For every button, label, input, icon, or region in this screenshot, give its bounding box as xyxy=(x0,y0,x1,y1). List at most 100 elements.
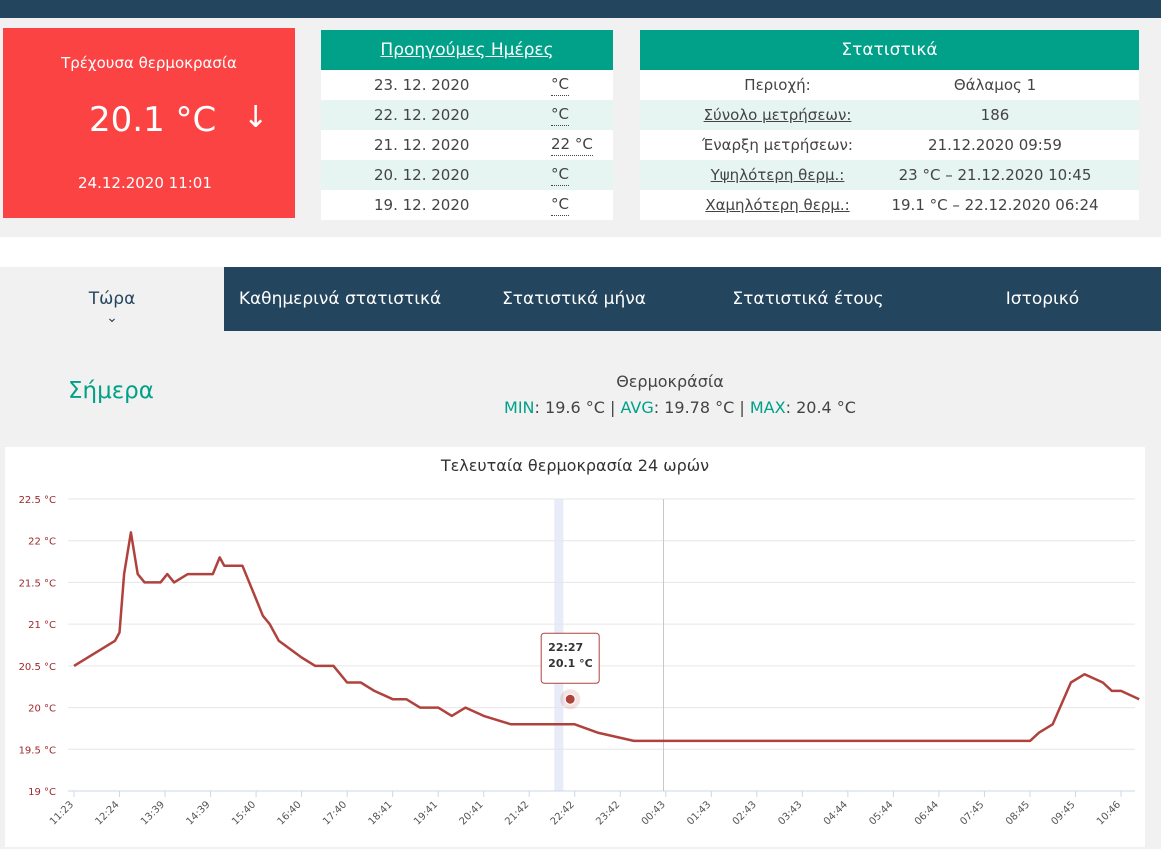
current-temperature-label: Τρέχουσα θερμοκρασία xyxy=(61,54,237,72)
previous-day-temp[interactable]: °C xyxy=(551,193,569,216)
tab-now[interactable]: Τώρα ⌄ xyxy=(0,267,224,331)
chart-svg: Τελευταία θερμοκρασία 24 ωρών 19 °C 19.5 … xyxy=(19,456,1140,828)
separator: | xyxy=(739,398,745,417)
x-tick-label: 00:43 xyxy=(640,799,668,827)
max-value: 20.4 °C xyxy=(796,398,856,417)
tab-bar: Τώρα ⌄ Καθημερινά στατιστικά Στατιστικά … xyxy=(0,267,1161,331)
previous-day-temp[interactable]: 22 °C xyxy=(551,133,593,156)
previous-day-temp[interactable]: °C xyxy=(551,163,569,186)
current-temperature-value: 20.1 °C xyxy=(89,100,217,140)
spacer-bar xyxy=(0,237,1161,267)
statistics-key: Περιοχή: xyxy=(744,76,811,94)
previous-day-date: 22. 12. 2020 xyxy=(374,106,470,124)
x-tick-label: 17:40 xyxy=(321,799,349,827)
x-tick-label: 07:45 xyxy=(958,799,986,827)
y-tick-label: 20.5 °C xyxy=(19,662,56,673)
y-tick-label: 20 °C xyxy=(28,704,56,715)
chart-title: Τελευταία θερμοκρασία 24 ωρών xyxy=(440,456,709,475)
y-tick-label: 19.5 °C xyxy=(19,745,56,756)
x-tick-label: 09:45 xyxy=(1049,799,1077,827)
y-tick-label: 22.5 °C xyxy=(19,495,56,506)
x-tick-label: 18:41 xyxy=(367,799,395,827)
previous-day-date: 21. 12. 2020 xyxy=(374,136,470,154)
y-tick-label: 19 °C xyxy=(28,787,56,798)
chevron-down-icon: ⌄ xyxy=(106,310,118,326)
previous-days-panel: Προηγούμες Ημέρες 23. 12. 2020 °C 22. 12. … xyxy=(321,30,613,220)
x-tick-label: 04:44 xyxy=(822,799,850,827)
x-tick-label: 15:40 xyxy=(230,799,258,827)
x-tick-label: 08:45 xyxy=(1004,799,1032,827)
current-temperature-card: Τρέχουσα θερμοκρασία 20.1 °C ↓ 24.12.202… xyxy=(3,28,295,218)
tab-history[interactable]: Ιστορικό xyxy=(1005,289,1080,309)
previous-day-row: 20. 12. 2020 °C xyxy=(321,160,613,190)
statistics-row: Περιοχή: Θάλαμος 1 xyxy=(640,70,1139,100)
tooltip-value: 20.1 °C xyxy=(548,657,593,670)
tooltip-time: 22:27 xyxy=(548,641,583,654)
x-tick-label: 11:23 xyxy=(48,799,76,827)
y-tick-label: 21 °C xyxy=(28,620,56,631)
separator: | xyxy=(610,398,616,417)
statistics-panel: Στατιστικά Περιοχή: Θάλαμος 1 Σύνολο μετρή… xyxy=(640,30,1139,220)
previous-day-date: 20. 12. 2020 xyxy=(374,166,470,184)
x-tick-label: 12:24 xyxy=(93,799,121,827)
today-heading: Σήμερα xyxy=(68,378,154,404)
statistics-value: Θάλαμος 1 xyxy=(953,76,1037,94)
tab-daily-statistics[interactable]: Καθημερινά στατιστικά xyxy=(238,289,442,309)
y-tick-label: 22 °C xyxy=(28,537,56,548)
tooltip-box xyxy=(540,632,600,684)
min-label: MIN xyxy=(504,398,535,417)
x-tick-label: 22:42 xyxy=(549,799,577,827)
statistics-key: Έναρξη μετρήσεων: xyxy=(702,136,853,154)
x-tick-label: 16:40 xyxy=(276,799,304,827)
x-tick-label: 03:43 xyxy=(776,799,804,827)
min-value: 19.6 °C xyxy=(545,398,605,417)
avg-value: 19.78 °C xyxy=(664,398,735,417)
previous-day-temp[interactable]: °C xyxy=(551,73,569,96)
tab-year-statistics[interactable]: Στατιστικά έτους xyxy=(732,289,884,309)
previous-day-row: 19. 12. 2020 °C xyxy=(321,190,613,220)
statistics-row: Χαμηλότερη θερμ.: 19.1 °C – 22.12.2020 06… xyxy=(640,190,1139,220)
summary-title: Θερμοκράσία xyxy=(616,372,724,391)
temperature-series-line xyxy=(73,531,1140,743)
statistics-key[interactable]: Χαμηλότερη θερμ.: xyxy=(705,196,850,214)
x-tick-label: 05:44 xyxy=(867,799,895,827)
statistics-key[interactable]: Σύνολο μετρήσεων: xyxy=(703,106,852,124)
tab-month-statistics[interactable]: Στατιστικά μήνα xyxy=(502,289,646,309)
x-tick-label: 21:42 xyxy=(503,799,531,827)
statistics-header: Στατιστικά xyxy=(640,30,1139,70)
avg-label: AVG xyxy=(620,398,654,417)
temperature-chart: Τελευταία θερμοκρασία 24 ωρών 19 °C 19.5 … xyxy=(5,447,1145,847)
statistics-row: Έναρξη μετρήσεων: 21.12.2020 09:59 xyxy=(640,130,1139,160)
arrow-down-icon: ↓ xyxy=(243,100,269,135)
x-tick-label: 06:44 xyxy=(913,799,941,827)
previous-days-header[interactable]: Προηγούμες Ημέρες xyxy=(321,30,613,70)
previous-day-row: 22. 12. 2020 °C xyxy=(321,100,613,130)
previous-day-row: 21. 12. 2020 22 °C xyxy=(321,130,613,160)
y-tick-label: 21.5 °C xyxy=(19,578,56,589)
statistics-value: 21.12.2020 09:59 xyxy=(928,136,1062,154)
statistics-key[interactable]: Υψηλότερη θερμ.: xyxy=(710,166,845,184)
x-tick-label: 14:39 xyxy=(185,799,213,827)
tab-now-label: Τώρα xyxy=(88,289,136,309)
x-tick-label: 13:39 xyxy=(139,799,167,827)
statistics-value: 186 xyxy=(980,106,1010,124)
x-tick-label: 02:43 xyxy=(731,799,759,827)
current-temperature-timestamp: 24.12.2020 11:01 xyxy=(78,174,212,192)
statistics-row: Υψηλότερη θερμ.: 23 °C – 21.12.2020 10:45 xyxy=(640,160,1139,190)
statistics-value: 23 °C – 21.12.2020 10:45 xyxy=(898,166,1092,184)
previous-days-title[interactable]: Προηγούμες Ημέρες xyxy=(380,40,554,60)
previous-day-date: 19. 12. 2020 xyxy=(374,196,470,214)
previous-day-temp[interactable]: °C xyxy=(551,103,569,126)
statistics-value: 19.1 °C – 22.12.2020 06:24 xyxy=(891,196,1099,214)
previous-day-date: 23. 12. 2020 xyxy=(374,76,470,94)
today-summary: MIN: 19.6 °C | AVG: 19.78 °C | MAX: 20.4… xyxy=(504,398,856,417)
top-bar xyxy=(0,0,1161,18)
x-tick-label: 19:41 xyxy=(412,799,440,827)
x-tick-label: 10:46 xyxy=(1095,799,1123,827)
hover-point xyxy=(564,693,576,705)
max-label: MAX xyxy=(749,398,786,417)
statistics-row: Σύνολο μετρήσεων: 186 xyxy=(640,100,1139,130)
previous-day-row: 23. 12. 2020 °C xyxy=(321,70,613,100)
x-tick-label: 23:42 xyxy=(594,799,622,827)
x-tick-label: 01:43 xyxy=(685,799,713,827)
